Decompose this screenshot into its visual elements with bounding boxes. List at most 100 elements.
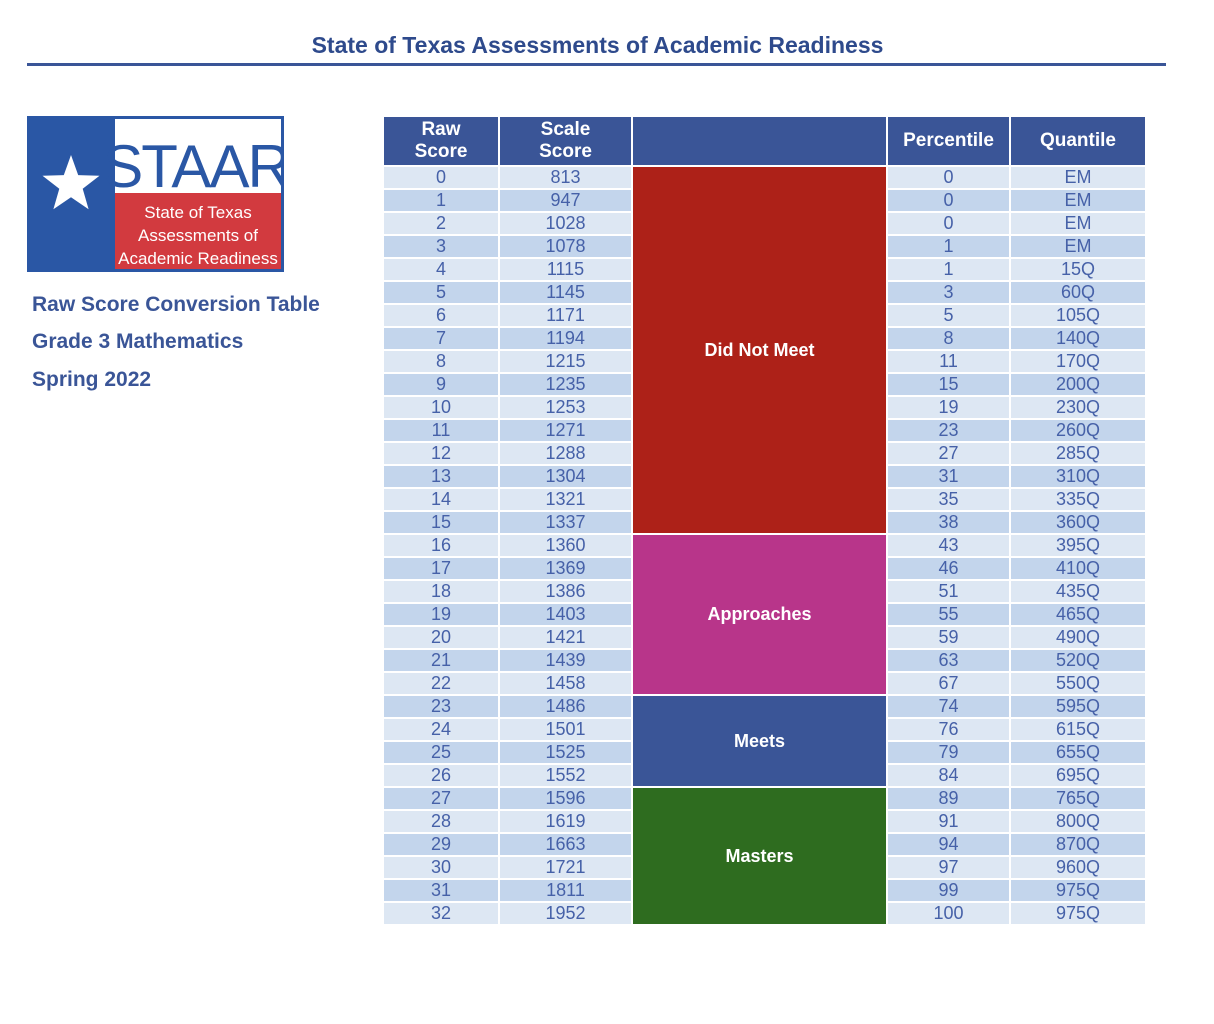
- scale-score-cell: 813: [498, 165, 633, 190]
- scale-score-cell: 1253: [498, 395, 633, 420]
- raw-score-cell: 18: [382, 579, 500, 604]
- quantile-cell: 520Q: [1009, 648, 1147, 673]
- percentile-cell: 59: [886, 625, 1011, 650]
- scale-score-cell: 1501: [498, 717, 633, 742]
- percentile-cell: 94: [886, 832, 1011, 857]
- quantile-cell: 490Q: [1009, 625, 1147, 650]
- table-row: 28 1619 91 800Q: [382, 809, 1147, 834]
- table-row: 14 1321 35 335Q: [382, 487, 1147, 512]
- percentile-cell: 11: [886, 349, 1011, 374]
- table-title: Raw Score Conversion Table: [32, 293, 320, 316]
- quantile-cell: 170Q: [1009, 349, 1147, 374]
- quantile-cell: 200Q: [1009, 372, 1147, 397]
- raw-score-cell: 13: [382, 464, 500, 489]
- percentile-cell: 3: [886, 280, 1011, 305]
- raw-score-cell: 5: [382, 280, 500, 305]
- percentile-cell: 5: [886, 303, 1011, 328]
- table-row: 23 1486 Meets 74 595Q: [382, 694, 1147, 788]
- scale-score-cell: 1145: [498, 280, 633, 305]
- table-row: 6 1171 5 105Q: [382, 303, 1147, 328]
- scale-score-cell: 1337: [498, 510, 633, 535]
- quantile-cell: 615Q: [1009, 717, 1147, 742]
- scale-score-cell: 1619: [498, 809, 633, 834]
- quantile-cell: 975Q: [1009, 901, 1147, 926]
- raw-score-cell: 3: [382, 234, 500, 259]
- scale-score-cell: 1952: [498, 901, 633, 926]
- page-title: State of Texas Assessments of Academic R…: [311, 32, 884, 58]
- grade-subject: Grade 3 Mathematics: [32, 330, 244, 353]
- table-row: 3 1078 1 EM: [382, 234, 1147, 259]
- scale-score-cell: 947: [498, 188, 633, 213]
- quantile-cell: 395Q: [1009, 533, 1147, 558]
- percentile-cell: 63: [886, 648, 1011, 673]
- quantile-cell: 360Q: [1009, 510, 1147, 535]
- scale-score-cell: 1271: [498, 418, 633, 443]
- table-row: 10 1253 19 230Q: [382, 395, 1147, 420]
- raw-score-cell: 31: [382, 878, 500, 903]
- percentile-cell: 46: [886, 556, 1011, 581]
- scale-score-cell: 1194: [498, 326, 633, 351]
- percentile-cell: 38: [886, 510, 1011, 535]
- percentile-cell: 1: [886, 234, 1011, 259]
- raw-score-cell: 0: [382, 165, 500, 190]
- scale-score-cell: 1421: [498, 625, 633, 650]
- percentile-cell: 99: [886, 878, 1011, 903]
- scale-score-cell: 1458: [498, 671, 633, 696]
- star-icon: [42, 155, 100, 210]
- table-row: 16 1360 Approaches 43 395Q: [382, 533, 1147, 696]
- quantile-cell: 230Q: [1009, 395, 1147, 420]
- table-row: 20 1421 59 490Q: [382, 625, 1147, 650]
- scale-score-cell: 1386: [498, 579, 633, 604]
- scale-score-cell: 1288: [498, 441, 633, 466]
- quantile-cell: 140Q: [1009, 326, 1147, 351]
- percentile-cell: 27: [886, 441, 1011, 466]
- raw-score-cell: 32: [382, 901, 500, 926]
- percentile-cell: 51: [886, 579, 1011, 604]
- scale-score-cell: 1304: [498, 464, 633, 489]
- raw-score-cell: 7: [382, 326, 500, 351]
- percentile-cell: 15: [886, 372, 1011, 397]
- quantile-cell: EM: [1009, 188, 1147, 213]
- percentile-cell: 76: [886, 717, 1011, 742]
- scale-score-cell: 1486: [498, 694, 633, 719]
- raw-score-cell: 2: [382, 211, 500, 236]
- quantile-cell: 335Q: [1009, 487, 1147, 512]
- scale-score-cell: 1811: [498, 878, 633, 903]
- raw-score-cell: 17: [382, 556, 500, 581]
- table-row: 22 1458 67 550Q: [382, 671, 1147, 696]
- logo-wordmark: STAAR: [103, 133, 284, 200]
- scale-score-cell: 1115: [498, 257, 633, 282]
- quantile-cell: 655Q: [1009, 740, 1147, 765]
- table-row: 21 1439 63 520Q: [382, 648, 1147, 673]
- raw-score-cell: 10: [382, 395, 500, 420]
- raw-score-cell: 25: [382, 740, 500, 765]
- header-quantile: Quantile: [1009, 115, 1147, 167]
- quantile-cell: 15Q: [1009, 257, 1147, 282]
- raw-score-cell: 11: [382, 418, 500, 443]
- table-row: 8 1215 11 170Q: [382, 349, 1147, 374]
- header-percentile: Percentile: [886, 115, 1011, 167]
- percentile-cell: 0: [886, 188, 1011, 213]
- percentile-cell: 55: [886, 602, 1011, 627]
- logo-line-3: Academic Readiness: [118, 249, 278, 268]
- table-row: 15 1337 38 360Q: [382, 510, 1147, 535]
- table-row: 5 1145 3 60Q: [382, 280, 1147, 305]
- table-body: 0 813 Did Not Meet 0 EM 1 947 0 EM 2 1028 0 EM 3 1078 1…: [382, 165, 1147, 926]
- percentile-cell: 43: [886, 533, 1011, 558]
- quantile-cell: 960Q: [1009, 855, 1147, 880]
- table-row: 19 1403 55 465Q: [382, 602, 1147, 627]
- quantile-cell: 695Q: [1009, 763, 1147, 788]
- quantile-cell: 870Q: [1009, 832, 1147, 857]
- quantile-cell: EM: [1009, 234, 1147, 259]
- raw-score-cell: 1: [382, 188, 500, 213]
- table-row: 29 1663 94 870Q: [382, 832, 1147, 857]
- raw-score-cell: 26: [382, 763, 500, 788]
- raw-score-cell: 9: [382, 372, 500, 397]
- table-row: 25 1525 79 655Q: [382, 740, 1147, 765]
- quantile-cell: 595Q: [1009, 694, 1147, 719]
- percentile-cell: 31: [886, 464, 1011, 489]
- table-row: 27 1596 Masters 89 765Q: [382, 786, 1147, 926]
- table-row: 9 1235 15 200Q: [382, 372, 1147, 397]
- conversion-table: Raw Score Scale Score Percentile Quantil…: [382, 115, 1147, 926]
- scale-score-cell: 1360: [498, 533, 633, 558]
